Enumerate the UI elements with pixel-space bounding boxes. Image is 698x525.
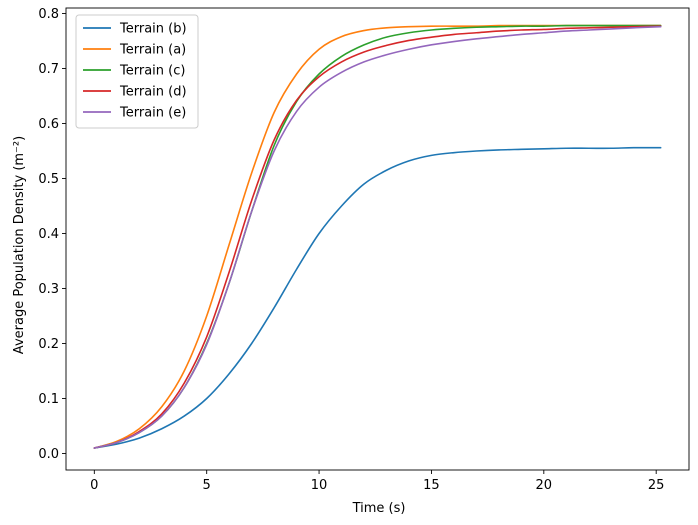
legend-label-4: Terrain (e) [119, 106, 186, 121]
series-line-3 [93, 25, 662, 449]
y-tick-label: 0.6 [38, 117, 59, 132]
x-tick-label: 0 [90, 478, 98, 493]
y-tick-label: 0.5 [38, 172, 59, 187]
x-axis-label: Time (s) [352, 501, 406, 516]
legend-box [75, 14, 199, 129]
legend-label-3: Terrain (d) [119, 85, 187, 100]
y-tick-label: 0.1 [38, 392, 59, 407]
series-line-4 [93, 25, 662, 449]
x-tick-label: 5 [203, 478, 211, 493]
y-tick-label: 0.0 [38, 447, 59, 462]
legend-label-0: Terrain (b) [119, 22, 187, 37]
x-axis-ticks: 0 5 10 15 20 25 [90, 470, 664, 493]
y-axis-ticks: 0.0 0.1 0.2 0.3 0.4 0.5 0.6 0.7 0.8 [38, 7, 66, 462]
x-tick-label: 20 [536, 478, 553, 493]
y-tick-label: 0.4 [38, 227, 59, 242]
y-tick-label: 0.8 [38, 7, 59, 22]
x-tick-label: 10 [311, 478, 328, 493]
y-axis-label: Average Population Density (m⁻²) [12, 136, 27, 354]
series-layer [93, 24, 662, 449]
x-tick-label: 15 [423, 478, 440, 493]
y-tick-label: 0.2 [38, 337, 59, 352]
x-tick-label: 25 [648, 478, 665, 493]
legend-label-1: Terrain (a) [119, 43, 186, 58]
y-tick-label: 0.7 [38, 62, 59, 77]
legend: Terrain (b) Terrain (a) Terrain (c) Terrain… [75, 14, 199, 129]
series-line-0 [93, 146, 662, 449]
legend-label-2: Terrain (c) [119, 64, 185, 79]
y-tick-label: 0.3 [38, 282, 59, 297]
